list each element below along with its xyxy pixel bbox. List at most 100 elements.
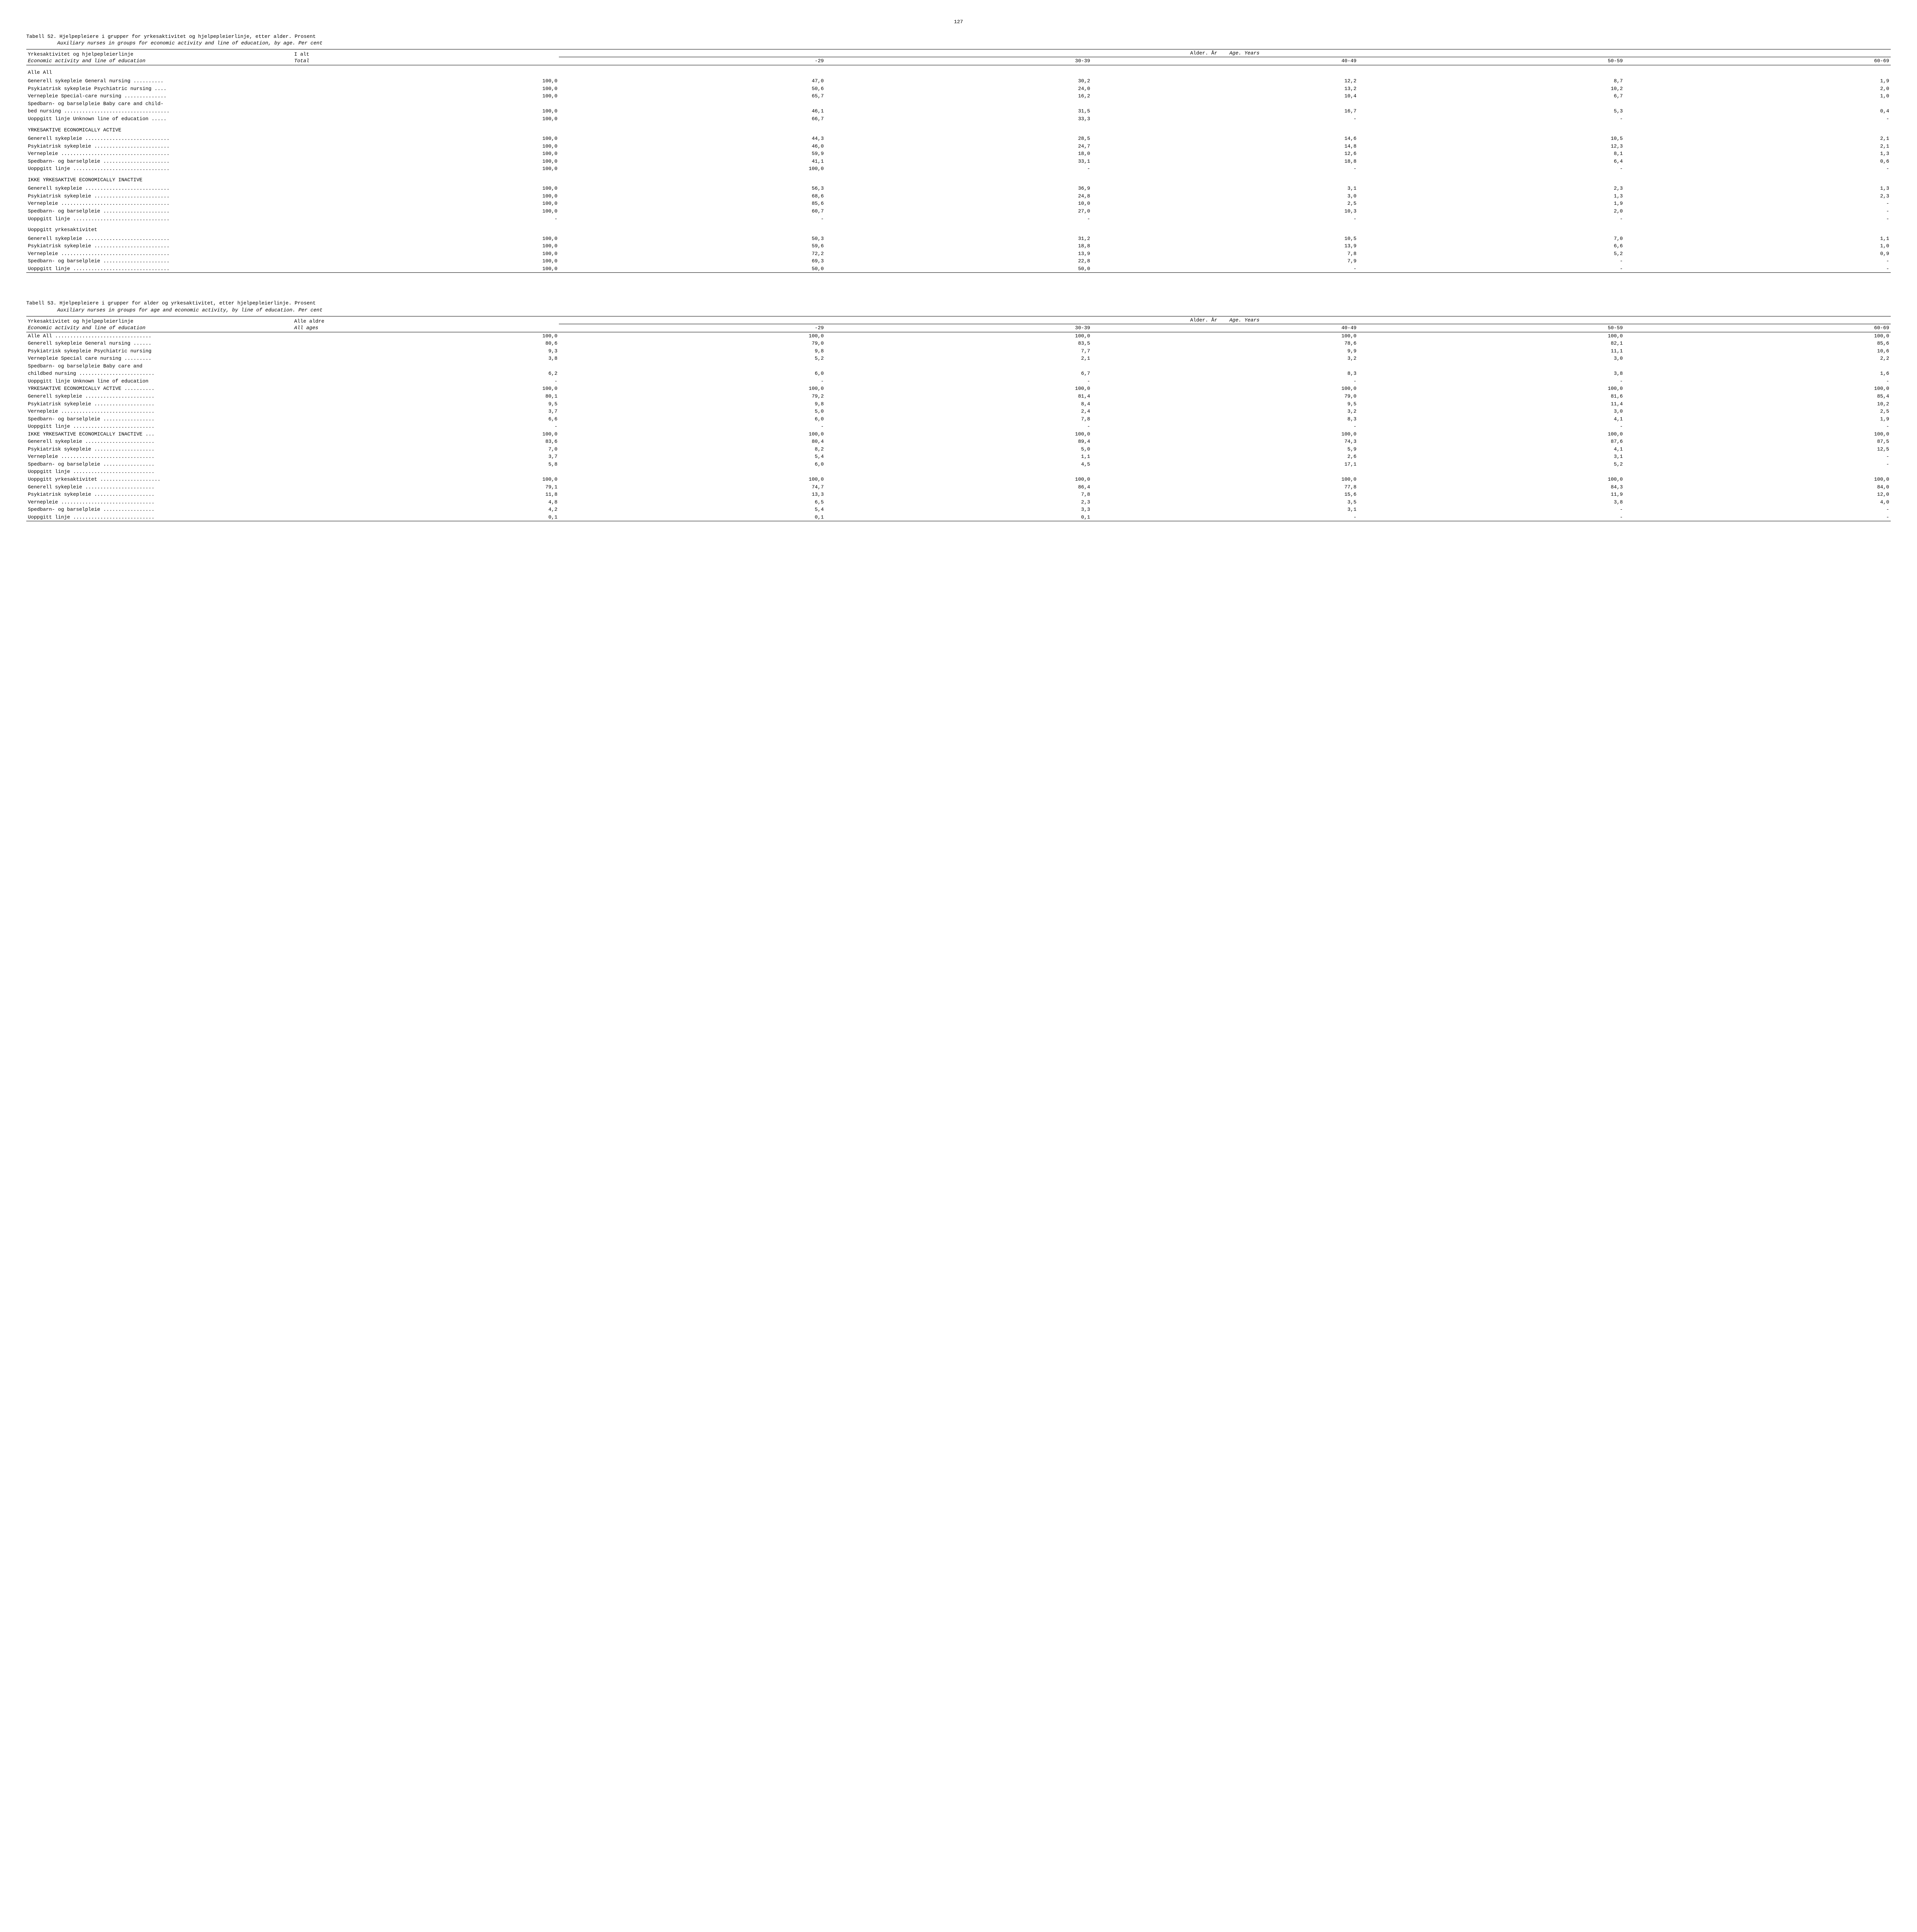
cell-value: 33,3 [825, 115, 1091, 123]
table-row: Psykiatrisk sykepleie ..................… [26, 143, 1891, 150]
cell-value: 24,7 [825, 143, 1091, 150]
cell-value: 3,7 [293, 453, 559, 461]
cell-value: - [1624, 423, 1891, 430]
cell-value: 8,7 [1358, 77, 1624, 85]
cell-value: 100,0 [1358, 430, 1624, 438]
table-row: Generell sykepleie .....................… [26, 393, 1891, 400]
cell-value: 0,4 [1624, 107, 1891, 115]
row-label: Spedbarn- og barselpleie ...............… [26, 415, 293, 423]
cell-value: 80,4 [559, 438, 825, 446]
cell-value: 81,6 [1358, 393, 1624, 400]
cell-value: 100,0 [1358, 332, 1624, 340]
cell-value: 13,9 [825, 250, 1091, 258]
cell-value: 6,0 [559, 415, 825, 423]
cell-value: 24,8 [825, 192, 1091, 200]
cell-value [1358, 362, 1624, 370]
cell-value: 12,2 [1092, 77, 1358, 85]
cell-value: 11,4 [1358, 400, 1624, 408]
cell-value: 5,2 [1358, 461, 1624, 468]
table-row: Generell sykepleie .....................… [26, 235, 1891, 243]
cell-value: 100,0 [825, 476, 1091, 483]
cell-value: 16,7 [1092, 107, 1358, 115]
cell-value: 2,3 [1624, 192, 1891, 200]
cell-value: 9,8 [559, 400, 825, 408]
row-label: Uoppgitt linje .........................… [26, 514, 293, 521]
cell-value: 69,3 [559, 257, 825, 265]
cell-value: 7,8 [825, 415, 1091, 423]
cell-value: 44,3 [559, 135, 825, 143]
cell-value [1358, 468, 1624, 476]
header-age-col: 50-59 [1358, 57, 1624, 65]
table-row: Spedbarn- og barselpleie ...............… [26, 506, 1891, 514]
cell-value: 1,0 [1624, 92, 1891, 100]
cell-value: 5,2 [559, 355, 825, 362]
cell-value: 3,8 [293, 355, 559, 362]
row-label: Generell sykepleie .....................… [26, 135, 293, 143]
cell-value: 2,4 [825, 408, 1091, 415]
table-row: Uoppgitt linje .........................… [26, 265, 1891, 273]
row-label: Uoppgitt linje .........................… [26, 468, 293, 476]
cell-value: 100,0 [559, 165, 825, 173]
table-row: Vernepleie .............................… [26, 408, 1891, 415]
table-row: Vernepleie .............................… [26, 250, 1891, 258]
cell-value: 2,6 [1092, 453, 1358, 461]
cell-value: - [825, 215, 1091, 223]
header-age-col: 50-59 [1358, 324, 1624, 332]
cell-value: 5,9 [1092, 446, 1358, 453]
header-age-col: 60-69 [1624, 57, 1891, 65]
cell-value: 6,6 [1358, 242, 1624, 250]
header-age-col: 40-49 [1092, 324, 1358, 332]
cell-value: - [293, 423, 559, 430]
row-label: Psykiatrisk sykepleie ..................… [26, 400, 293, 408]
cell-value [825, 100, 1091, 108]
table-row: Generell sykepleie .....................… [26, 438, 1891, 446]
cell-value: 2,1 [1624, 135, 1891, 143]
row-label: Vernepleie .............................… [26, 453, 293, 461]
row-label: Uoppgitt linje .........................… [26, 165, 293, 173]
cell-value [559, 100, 825, 108]
cell-value: 6,2 [293, 370, 559, 378]
cell-value: - [1358, 378, 1624, 385]
row-label: Generell sykepleie .....................… [26, 235, 293, 243]
section-heading: IKKE YRKESAKTIVE ECONOMICALLY INACTIVE [26, 173, 1891, 185]
row-label: Psykiatrisk sykepleie ..................… [26, 192, 293, 200]
section-heading: Uoppgitt yrkesaktivitet [26, 223, 1891, 235]
cell-value: 68,6 [559, 192, 825, 200]
cell-value: 3,0 [1092, 192, 1358, 200]
table-title: Tabell 52. Hjelpepleiere i grupper for y… [26, 33, 1891, 47]
cell-value [559, 362, 825, 370]
cell-value: 100,0 [293, 135, 559, 143]
cell-value: 84,3 [1358, 483, 1624, 491]
table-row: Uoppgitt linje .........................… [26, 514, 1891, 521]
cell-value: - [1092, 378, 1358, 385]
cell-value: 100,0 [293, 257, 559, 265]
cell-value: 7,8 [825, 491, 1091, 498]
cell-value: 2,5 [1092, 200, 1358, 207]
cell-value: 4,0 [1624, 498, 1891, 506]
cell-value: 100,0 [293, 92, 559, 100]
cell-value: 11,9 [1358, 491, 1624, 498]
cell-value: - [1358, 215, 1624, 223]
row-label: Psykiatrisk sykepleie ..................… [26, 446, 293, 453]
cell-value: 100,0 [293, 107, 559, 115]
header-label: Yrkesaktivitet og hjelpepleierlinjeEcono… [26, 316, 293, 332]
row-label: Generell sykepleie General nursing .....… [26, 340, 293, 347]
table-row: Spedbarn- og barselpleie ...............… [26, 415, 1891, 423]
cell-value: 100,0 [559, 430, 825, 438]
cell-value: 79,2 [559, 393, 825, 400]
cell-value: 4,8 [293, 498, 559, 506]
cell-value: 3,1 [1358, 453, 1624, 461]
row-label: Vernepleie .............................… [26, 408, 293, 415]
row-label: Spedbarn- og barselpleie ...............… [26, 257, 293, 265]
table-row: Uoppgitt linje .........................… [26, 468, 1891, 476]
cell-value: 13,9 [1092, 242, 1358, 250]
cell-value: 100,0 [825, 332, 1091, 340]
cell-value: 100,0 [1092, 385, 1358, 393]
table-row: Uoppgitt linje .........................… [26, 423, 1891, 430]
cell-value: 10,5 [1092, 235, 1358, 243]
cell-value: 11,8 [293, 491, 559, 498]
cell-value: 6,0 [559, 461, 825, 468]
cell-value: 6,4 [1358, 158, 1624, 165]
table-row: Alle All ...............................… [26, 332, 1891, 340]
cell-value: 85,6 [559, 200, 825, 207]
